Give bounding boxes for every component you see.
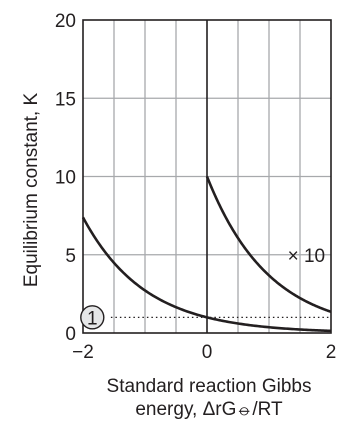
y-tick-label: 0 xyxy=(65,324,76,345)
curve-k-times-10 xyxy=(205,176,332,314)
axes xyxy=(82,19,332,334)
annotation-circle xyxy=(80,305,105,330)
annotation-circle-label: 1 xyxy=(87,308,98,329)
x-tick-label: 0 xyxy=(202,342,213,363)
annotations: × 10 1 xyxy=(80,246,326,330)
x-tick-label: 2 xyxy=(326,342,337,363)
y-tick-label: 10 xyxy=(55,168,76,189)
annotation-times-10: × 10 xyxy=(288,246,326,267)
x-tick-label: −2 xyxy=(72,342,94,363)
y-tick-label: 20 xyxy=(55,11,76,32)
y-axis-title: Equilibrium constant, K xyxy=(21,93,42,288)
y-tick-label: 15 xyxy=(55,89,76,110)
x-axis-title-line2: energy, ΔrG⦵/RT xyxy=(135,399,283,420)
x-axis-title-line1: Standard reaction Gibbs xyxy=(107,376,312,397)
y-tick-label: 5 xyxy=(65,246,76,267)
